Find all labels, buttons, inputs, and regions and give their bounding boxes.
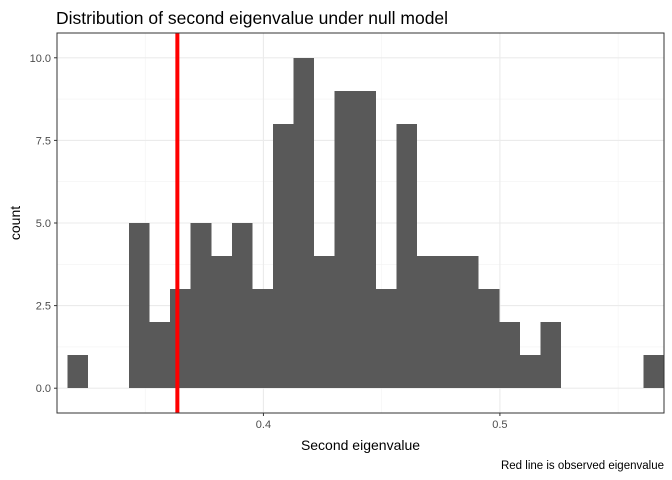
histogram-bar [519,355,541,389]
histogram-bar [273,123,294,389]
histogram-bar [129,223,150,389]
histogram-bar [417,256,438,389]
histogram-bar [149,322,171,389]
histogram-bar [231,223,253,389]
y-tick-label: 10.0 [30,53,51,65]
y-tick-label: 0.0 [36,383,51,395]
histogram-bar [314,256,335,389]
histogram-bar [293,57,315,389]
histogram-bar [499,322,520,389]
histogram-bar [252,289,274,389]
histogram-bar [458,256,479,389]
histogram-bar [190,223,212,389]
x-tick-label: 0.5 [492,419,507,431]
histogram-bar [355,90,376,389]
y-tick-label: 2.5 [36,301,51,313]
chart-caption: Red line is observed eigenvalue [501,460,664,472]
histogram-bar [334,90,356,389]
histogram-bar [67,355,88,389]
histogram-bar [437,256,459,389]
histogram-bar [643,355,664,389]
y-tick-label: 7.5 [36,135,51,147]
histogram-bar [375,289,397,389]
y-tick-label: 5.0 [36,218,51,230]
histogram-bar [396,123,418,389]
chart-title: Distribution of second eigenvalue under … [56,8,448,28]
histogram-bar [478,289,500,389]
histogram-bar [211,256,232,389]
y-axis-title: count [7,206,23,240]
histogram-bar [540,322,562,389]
axis-ticks: 0.0 2.5 5.0 7.5 10.0 0.4 0.5 [30,53,508,431]
histogram-bar [170,289,191,389]
x-axis-title: Second eigenvalue [301,437,420,453]
histogram-bars [67,57,664,389]
x-tick-label: 0.4 [256,419,271,431]
